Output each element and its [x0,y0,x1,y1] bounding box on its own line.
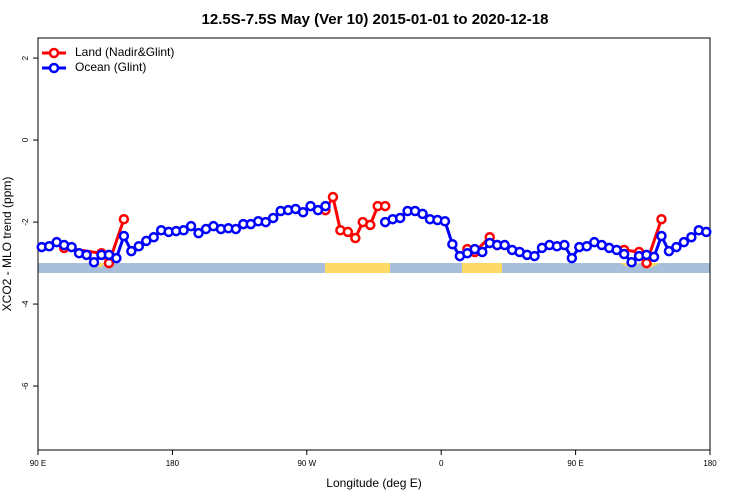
data-point [118,213,130,225]
y-tick-label: -2 [21,218,30,226]
data-point [185,220,197,232]
data-point [626,256,637,268]
data-point [641,257,652,269]
y-tick-label: 2 [21,55,30,60]
data-point [671,241,682,253]
data-point [230,223,242,235]
data-point [365,219,376,231]
data-point [66,241,77,253]
y-tick-label: 0 [21,137,30,142]
data-point [678,236,690,248]
data-point [88,256,100,268]
data-point [462,247,473,259]
data-point [126,245,137,257]
data-point [439,215,451,227]
data-point [267,212,279,224]
legend-marker [48,47,60,59]
data-point [499,239,510,251]
legend-marker [48,62,60,74]
y-tick-label: -4 [21,300,30,308]
x-axis-label: Longitude (deg E) [326,476,421,490]
data-point [320,200,331,212]
data-point [43,241,55,252]
data-point [611,244,622,256]
data-point [312,204,324,216]
data-point [81,249,92,261]
data-point [581,241,593,252]
data-point [648,251,660,263]
data-point [111,252,122,264]
x-tick-label: 180 [166,459,180,468]
x-tick-label: 180 [703,459,717,468]
data-point [447,238,458,250]
data-point [566,252,578,264]
data-point [529,250,540,262]
chart-title: 12.5S-7.5S May (Ver 10) 2015-01-01 to 20… [202,11,549,28]
x-tick-label: 0 [439,459,444,468]
data-point [663,245,675,257]
y-axis-label: XCO2 - MLO trend (ppm) [0,177,14,312]
data-point [193,227,204,239]
legend-label: Land (Nadir&Glint) [75,45,174,59]
data-point [656,230,667,242]
land-ocean-strip [38,263,710,273]
data-point [417,208,428,220]
y-tick-label: -6 [21,382,30,390]
data-point [342,226,354,238]
data-point [656,213,667,225]
data-point [297,206,309,218]
data-point [327,191,339,203]
x-tick-label: 90 E [567,459,583,468]
data-point [701,226,712,238]
data-point [394,212,406,224]
data-point [118,230,130,242]
data-point [686,231,697,243]
legend-label: Ocean (Glint) [75,60,146,74]
data-point [178,225,189,236]
x-tick-label: 90 E [30,459,46,468]
data-point [260,216,271,228]
data-point [305,200,316,212]
data-point [350,232,361,244]
data-point [379,200,391,212]
x-tick-label: 90 W [297,459,316,468]
data-point [559,239,570,251]
data-point [618,248,630,260]
data-point [477,246,488,258]
data-point [133,241,145,252]
data-point [148,231,159,243]
